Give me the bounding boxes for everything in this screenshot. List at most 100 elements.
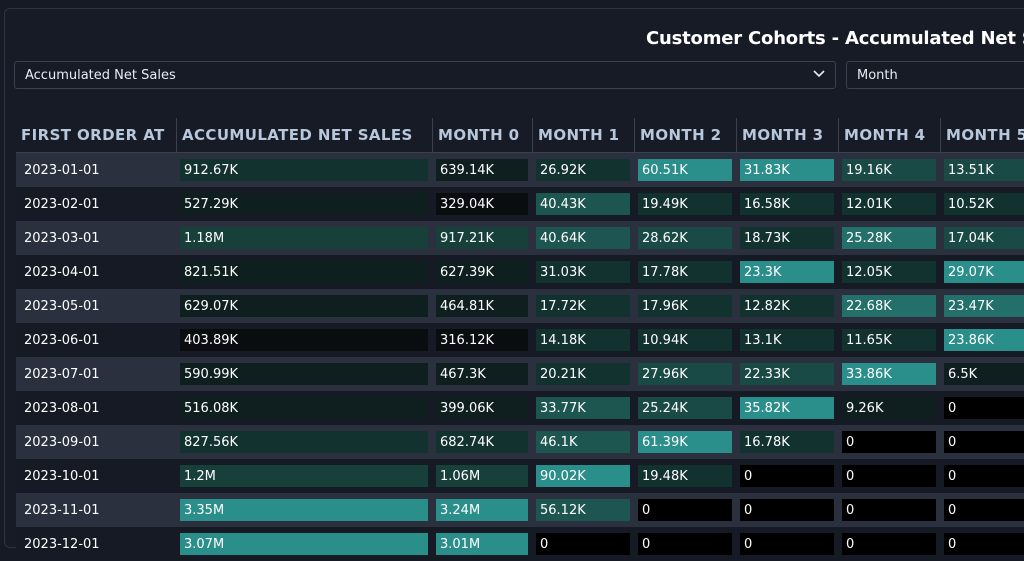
value-cell: 12.82K bbox=[736, 289, 838, 323]
value-cell: 464.81K bbox=[432, 289, 532, 323]
table-row: 2023-09-01 827.56K 682.74K 46.1K 61.39K 16.78… bbox=[16, 425, 1024, 459]
value-cell: 14.18K bbox=[532, 323, 634, 357]
value-bar: 0 bbox=[944, 465, 1024, 487]
value-cell: 3.24M bbox=[432, 493, 532, 527]
metric-dropdown[interactable]: Accumulated Net Sales bbox=[14, 61, 836, 89]
value-cell: 0 bbox=[634, 527, 736, 561]
first-order-date: 2023-10-01 bbox=[24, 468, 100, 484]
value-cell: 821.51K bbox=[176, 255, 432, 289]
value-cell: 6.5K bbox=[940, 357, 1024, 391]
col-month-1[interactable]: MONTH 1 bbox=[532, 118, 634, 152]
value-cell: 25.24K bbox=[634, 391, 736, 425]
value-cell: 0 bbox=[736, 527, 838, 561]
value-cell: 827.56K bbox=[176, 425, 432, 459]
value-bar: 33.86K bbox=[842, 363, 936, 385]
value-cell: 12.05K bbox=[838, 255, 940, 289]
value-cell: 0 bbox=[736, 493, 838, 527]
value-bar: 1.18M bbox=[180, 227, 428, 249]
value-bar: 60.51K bbox=[638, 159, 732, 181]
value-cell: 0 bbox=[940, 459, 1024, 493]
col-first-order-at[interactable]: FIRST ORDER AT bbox=[21, 126, 165, 144]
value-cell: 3.01M bbox=[432, 527, 532, 561]
value-bar: 827.56K bbox=[180, 431, 428, 453]
value-cell: 0 bbox=[634, 493, 736, 527]
first-order-date: 2023-05-01 bbox=[24, 298, 100, 314]
value-cell: 9.26K bbox=[838, 391, 940, 425]
value-bar: 17.96K bbox=[638, 295, 732, 317]
table-row: 2023-06-01 403.89K 316.12K 14.18K 10.94K 13.1… bbox=[16, 323, 1024, 357]
value-bar: 31.03K bbox=[536, 261, 630, 283]
value-cell: 56.12K bbox=[532, 493, 634, 527]
value-cell: 25.28K bbox=[838, 221, 940, 255]
value-bar: 467.3K bbox=[436, 363, 528, 385]
value-bar: 0 bbox=[944, 397, 1024, 419]
value-bar: 627.39K bbox=[436, 261, 528, 283]
value-bar: 3.07M bbox=[180, 533, 428, 555]
first-order-date: 2023-09-01 bbox=[24, 434, 100, 450]
value-cell: 23.3K bbox=[736, 255, 838, 289]
value-bar: 40.64K bbox=[536, 227, 630, 249]
value-bar: 10.94K bbox=[638, 329, 732, 351]
value-bar: 20.21K bbox=[536, 363, 630, 385]
value-bar: 13.1K bbox=[740, 329, 834, 351]
col-accumulated-net-sales[interactable]: ACCUMULATED NET SALES bbox=[176, 118, 432, 152]
value-bar: 17.78K bbox=[638, 261, 732, 283]
value-cell: 13.1K bbox=[736, 323, 838, 357]
value-bar: 316.12K bbox=[436, 329, 528, 351]
value-cell: 0 bbox=[532, 527, 634, 561]
value-bar: 399.06K bbox=[436, 397, 528, 419]
value-cell: 0 bbox=[838, 527, 940, 561]
value-bar: 6.5K bbox=[944, 363, 1024, 385]
value-bar: 629.07K bbox=[180, 295, 428, 317]
first-order-date: 2023-06-01 bbox=[24, 332, 100, 348]
metric-dropdown-value: Accumulated Net Sales bbox=[25, 67, 176, 83]
value-bar: 527.29K bbox=[180, 193, 428, 215]
table-row: 2023-07-01 590.99K 467.3K 20.21K 27.96K 22.33… bbox=[16, 357, 1024, 391]
value-cell: 90.02K bbox=[532, 459, 634, 493]
value-bar: 56.12K bbox=[536, 499, 630, 521]
value-cell: 3.07M bbox=[176, 527, 432, 561]
value-bar: 12.05K bbox=[842, 261, 936, 283]
first-order-date: 2023-11-01 bbox=[24, 502, 100, 518]
value-bar: 25.28K bbox=[842, 227, 936, 249]
value-bar: 917.21K bbox=[436, 227, 528, 249]
value-bar: 10.52K bbox=[944, 193, 1024, 215]
value-bar: 31.83K bbox=[740, 159, 834, 181]
value-cell: 11.65K bbox=[838, 323, 940, 357]
value-bar: 403.89K bbox=[180, 329, 428, 351]
value-cell: 527.29K bbox=[176, 187, 432, 221]
value-bar: 17.04K bbox=[944, 227, 1024, 249]
value-cell: 917.21K bbox=[432, 221, 532, 255]
first-order-date: 2023-12-01 bbox=[24, 536, 100, 552]
value-bar: 0 bbox=[638, 499, 732, 521]
value-bar: 0 bbox=[842, 431, 936, 453]
value-bar: 590.99K bbox=[180, 363, 428, 385]
value-cell: 27.96K bbox=[634, 357, 736, 391]
value-cell: 17.78K bbox=[634, 255, 736, 289]
col-month-3[interactable]: MONTH 3 bbox=[736, 118, 838, 152]
value-bar: 29.07K bbox=[944, 261, 1024, 283]
value-bar: 1.2M bbox=[180, 465, 428, 487]
value-cell: 12.01K bbox=[838, 187, 940, 221]
value-cell: 19.49K bbox=[634, 187, 736, 221]
period-dropdown[interactable]: Month bbox=[846, 61, 1024, 89]
value-bar: 19.49K bbox=[638, 193, 732, 215]
value-cell: 682.74K bbox=[432, 425, 532, 459]
value-bar: 0 bbox=[842, 533, 936, 555]
value-bar: 16.58K bbox=[740, 193, 834, 215]
value-bar: 3.24M bbox=[436, 499, 528, 521]
value-bar: 0 bbox=[638, 533, 732, 555]
col-month-2[interactable]: MONTH 2 bbox=[634, 118, 736, 152]
col-month-4[interactable]: MONTH 4 bbox=[838, 118, 940, 152]
col-month-5[interactable]: MONTH 5 bbox=[940, 118, 1024, 152]
value-cell: 16.58K bbox=[736, 187, 838, 221]
value-bar: 639.14K bbox=[436, 159, 528, 181]
value-cell: 329.04K bbox=[432, 187, 532, 221]
col-month-0[interactable]: MONTH 0 bbox=[432, 118, 532, 152]
period-dropdown-value: Month bbox=[857, 67, 898, 83]
value-cell: 60.51K bbox=[634, 153, 736, 187]
value-bar: 40.43K bbox=[536, 193, 630, 215]
value-cell: 17.04K bbox=[940, 221, 1024, 255]
value-cell: 26.92K bbox=[532, 153, 634, 187]
value-cell: 316.12K bbox=[432, 323, 532, 357]
